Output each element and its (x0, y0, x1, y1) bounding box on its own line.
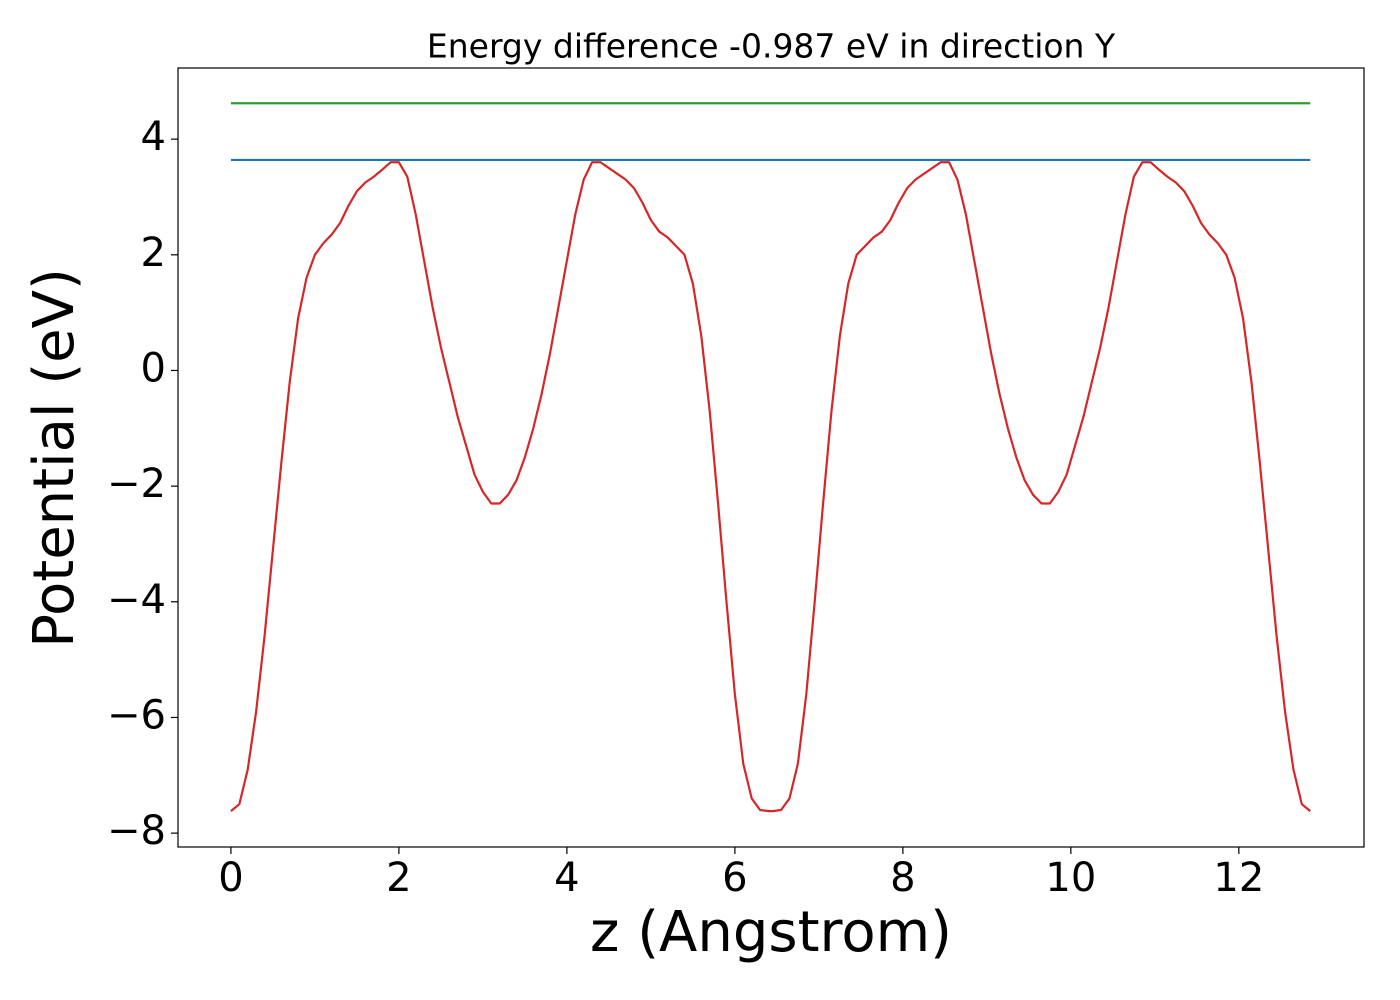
y-tick-label: 2 (141, 230, 166, 276)
chart-title: Energy difference -0.987 eV in direction… (427, 27, 1116, 66)
x-tick-label: 4 (554, 855, 579, 901)
y-tick-label: −4 (107, 577, 166, 623)
x-tick-label: 6 (722, 855, 747, 901)
y-tick-label: 4 (141, 114, 166, 160)
x-tick-label: 12 (1213, 855, 1264, 901)
x-tick-label: 10 (1045, 855, 1096, 901)
line-series (230, 161, 1311, 813)
y-tick-label: −2 (107, 461, 166, 507)
x-tick-label: 0 (218, 855, 243, 901)
y-tick-label: −8 (107, 808, 166, 854)
y-tick-label: 0 (141, 345, 166, 391)
x-tick-label: 8 (890, 855, 915, 901)
y-axis-label: Potential (eV) (22, 268, 87, 648)
plot-frame (177, 67, 1365, 848)
x-tick-label: 2 (386, 855, 411, 901)
y-tick-label: −6 (107, 692, 166, 738)
x-axis-label: z (Angstrom) (590, 900, 952, 965)
